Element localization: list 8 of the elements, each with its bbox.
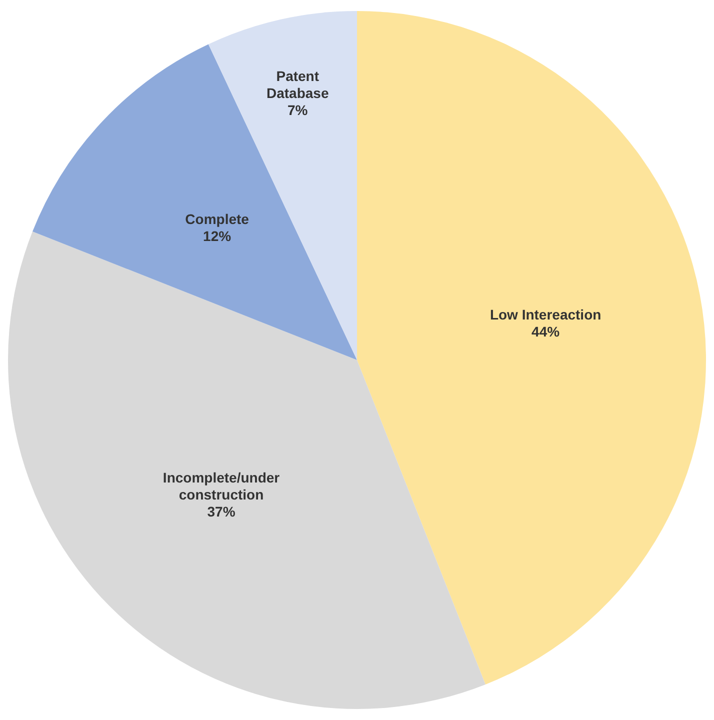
slice-label: Low Intereaction bbox=[490, 306, 602, 322]
data-label: 44% bbox=[532, 323, 560, 340]
data-label: 7% bbox=[288, 102, 308, 118]
slice-label: Incomplete/under construction bbox=[162, 470, 280, 503]
data-label: 37% bbox=[207, 504, 236, 520]
data-label: 12% bbox=[203, 228, 232, 244]
slice-label: Patent Database bbox=[266, 68, 329, 102]
slice-label: Complete bbox=[185, 210, 250, 227]
